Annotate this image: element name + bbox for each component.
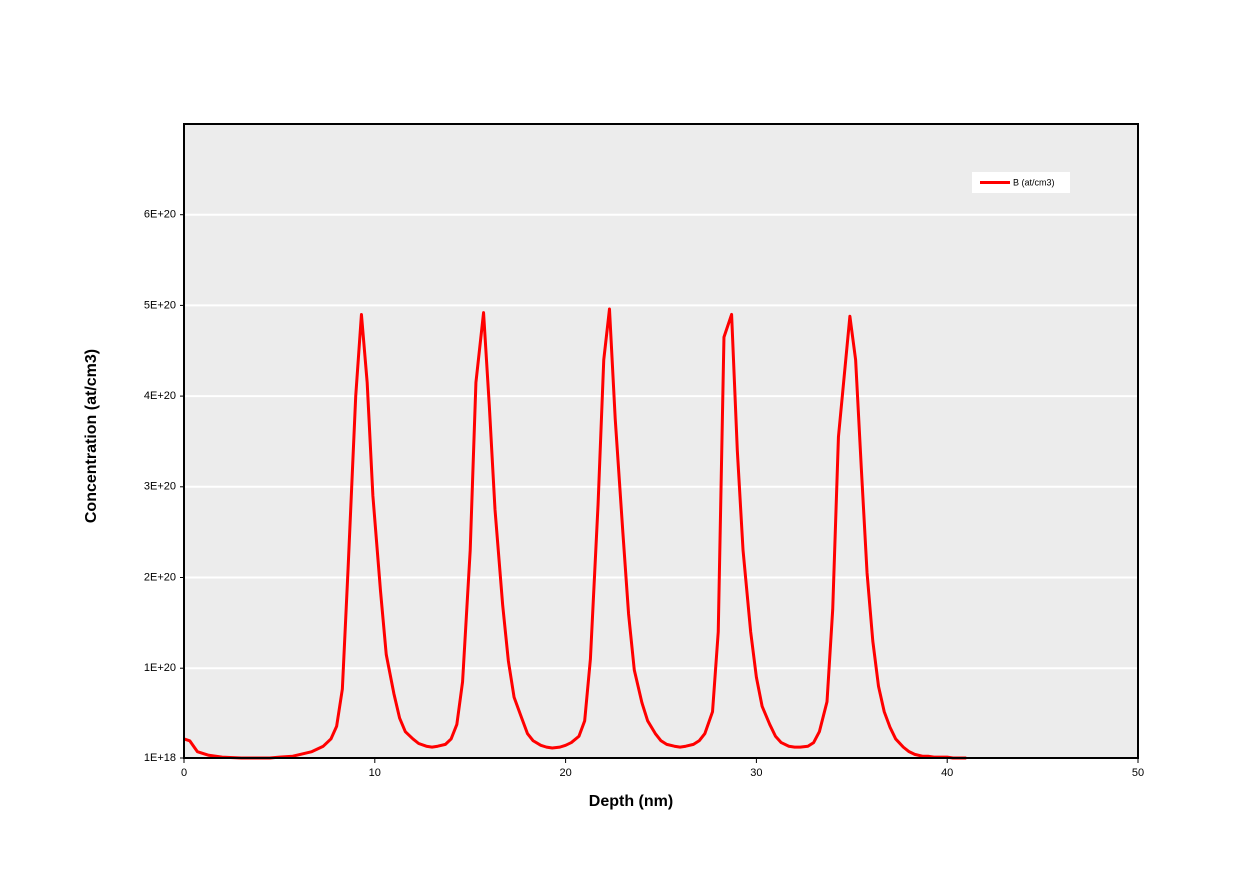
- y-tick-label: 1E+18: [144, 752, 176, 764]
- y-tick-label: 3E+20: [144, 481, 176, 493]
- y-axis-label: Concentration (at/cm3): [83, 349, 100, 523]
- x-tick-label: 20: [559, 767, 571, 779]
- x-tick-label: 40: [941, 767, 953, 779]
- x-tick-label: 0: [181, 767, 187, 779]
- x-tick-label: 30: [750, 767, 762, 779]
- data-line: [183, 307, 967, 760]
- y-tick-label: 6E+20: [144, 209, 176, 221]
- legend-box: [972, 172, 1070, 193]
- x-tick-label: 10: [369, 767, 381, 779]
- y-tick-label: 5E+20: [144, 299, 176, 311]
- y-tick-label: 1E+20: [144, 662, 176, 674]
- plot-border: [183, 123, 1139, 759]
- plot-area: [184, 124, 1138, 758]
- x-axis-label: Depth (nm): [589, 793, 673, 810]
- x-tick-label: 50: [1132, 767, 1144, 779]
- y-tick-label: 4E+20: [144, 390, 176, 402]
- y-tick-label: 2E+20: [144, 571, 176, 583]
- legend-label: B (at/cm3): [1013, 177, 1055, 187]
